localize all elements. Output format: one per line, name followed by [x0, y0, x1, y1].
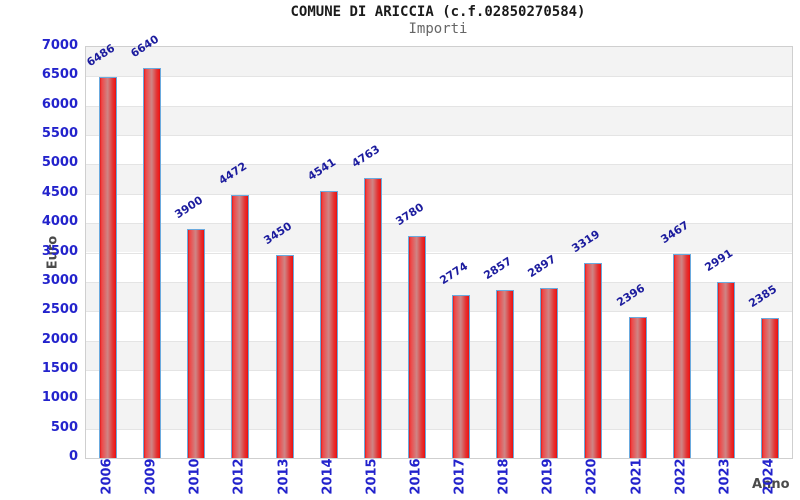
bar-2013	[275, 255, 294, 458]
x-axis-tick-label: 2017	[452, 458, 468, 495]
grid-band	[86, 135, 792, 165]
y-axis-tick-label: 2500	[41, 302, 78, 318]
x-axis-tick-label: 2010	[187, 458, 203, 495]
y-axis-tick-label: 6000	[41, 96, 78, 112]
x-axis-tick-label: 2020	[584, 458, 600, 495]
bar-2009	[143, 68, 162, 458]
chart-subtitle: Importi	[408, 21, 468, 37]
bar-2010	[187, 229, 206, 458]
bar-2018	[496, 290, 515, 458]
x-axis-tick-label: 2014	[320, 458, 336, 495]
bar-2016	[407, 236, 426, 458]
chart-title: COMUNE DI ARICCIA (c.f.02850270584)	[290, 4, 586, 20]
y-axis-tick-label: 1000	[41, 390, 78, 406]
y-axis-tick-label: 0	[68, 449, 78, 464]
bar-2012	[231, 195, 250, 458]
bar-2023	[716, 282, 735, 458]
y-axis-tick-label: 2000	[41, 331, 78, 347]
grid-band	[86, 47, 792, 77]
grid-band	[86, 193, 792, 224]
bar-2017	[452, 295, 471, 458]
x-axis-title: Anno	[752, 477, 790, 492]
bar-2006	[99, 77, 118, 458]
y-axis-tick-label: 5500	[41, 126, 78, 142]
bar-2015	[363, 178, 382, 458]
y-axis-tick-label: 1500	[41, 360, 78, 376]
x-axis-tick-label: 2018	[496, 458, 512, 495]
x-axis-tick-label: 2013	[276, 458, 292, 495]
y-axis-tick-label: 6500	[41, 67, 78, 83]
x-axis-tick-label: 2024	[761, 458, 777, 495]
y-axis-tick-label: 4000	[41, 214, 78, 230]
x-axis-tick-label: 2021	[629, 458, 645, 495]
grid-band	[86, 105, 792, 136]
x-axis-tick-label: 2006	[99, 458, 115, 495]
grid-band	[86, 164, 792, 194]
x-axis-tick-label: 2023	[717, 458, 733, 495]
x-axis-tick-label: 2009	[143, 458, 159, 495]
bar-2021	[628, 317, 647, 458]
x-axis-tick-label: 2022	[673, 458, 689, 495]
bar-2024	[760, 317, 779, 458]
y-axis-tick-label: 500	[50, 419, 78, 435]
y-axis-tick-label: 3500	[41, 243, 78, 259]
x-axis-tick-label: 2015	[364, 458, 380, 495]
y-axis-tick-label: 7000	[41, 38, 78, 53]
x-axis-tick-label: 2012	[231, 458, 247, 495]
bar-2014	[319, 191, 338, 458]
y-axis-tick-label: 4500	[41, 184, 78, 200]
bar-2019	[540, 287, 559, 458]
plot-area	[85, 46, 793, 459]
bar-2020	[584, 263, 603, 458]
x-axis-tick-label: 2016	[408, 458, 424, 495]
y-axis-tick-label: 5000	[41, 155, 78, 171]
y-axis-tick-label: 3000	[41, 272, 78, 288]
bar-2022	[672, 254, 691, 458]
grid-band	[86, 76, 792, 106]
x-axis-tick-label: 2019	[540, 458, 556, 495]
